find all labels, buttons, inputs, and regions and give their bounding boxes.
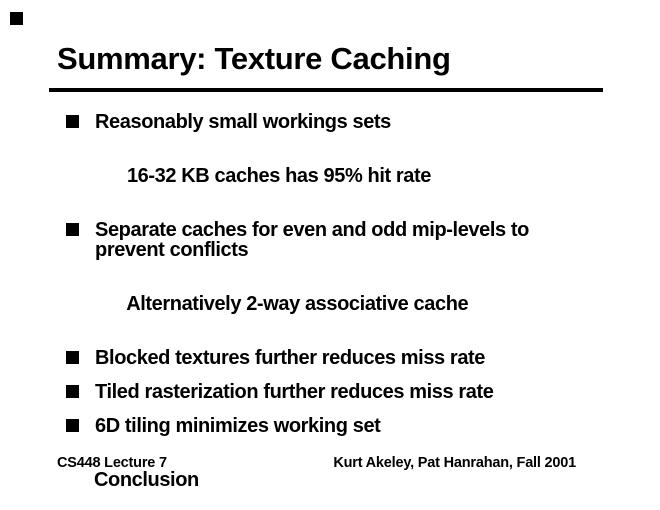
sub-item: Alternatively 2-way associative cache bbox=[0, 274, 660, 334]
bullet-text: Separate caches for even and odd mip-lev… bbox=[95, 219, 529, 261]
bullet-list: Reasonably small workings sets 16-32 KB … bbox=[0, 112, 660, 510]
title-underline-rule bbox=[49, 88, 603, 92]
conclusion-heading-text: Conclusion bbox=[93, 469, 199, 491]
footer: CS448 Lecture 7 Kurt Akeley, Pat Hanraha… bbox=[57, 456, 576, 471]
sub-item: 16-32 KB caches has 95% hit rate bbox=[0, 146, 660, 206]
bullet-text: Tiled rasterization further reduces miss… bbox=[95, 381, 494, 403]
bullet-item: Reasonably small workings sets bbox=[0, 112, 660, 132]
bullet-item: Blocked textures further reduces miss ra… bbox=[0, 348, 660, 368]
bullet-square-icon bbox=[66, 419, 79, 432]
slide-title: Summary: Texture Caching bbox=[57, 41, 451, 76]
bullet-square-icon bbox=[66, 385, 79, 398]
bullet-text: 6D tiling minimizes working set bbox=[95, 415, 381, 437]
bullet-square-icon bbox=[66, 351, 79, 364]
sub-item-text: 16-32 KB caches has 95% hit rate bbox=[126, 165, 431, 187]
footer-course-label: CS448 Lecture 7 bbox=[57, 455, 167, 471]
sub-item-text: Alternatively 2-way associative cache bbox=[126, 293, 469, 315]
bullet-item: Tiled rasterization further reduces miss… bbox=[0, 382, 660, 402]
bullet-text: Blocked textures further reduces miss ra… bbox=[95, 347, 486, 369]
conclusion-heading: Conclusion bbox=[0, 450, 660, 510]
corner-marker-square-icon bbox=[10, 12, 23, 25]
footer-authors-label: Kurt Akeley, Pat Hanrahan, Fall 2001 bbox=[333, 455, 576, 471]
bullet-item: 6D tiling minimizes working set bbox=[0, 416, 660, 436]
bullet-square-icon bbox=[66, 223, 79, 236]
bullet-square-icon bbox=[66, 115, 79, 128]
bullet-item: Separate caches for even and odd mip-lev… bbox=[0, 220, 660, 260]
bullet-text: Reasonably small workings sets bbox=[95, 111, 391, 133]
